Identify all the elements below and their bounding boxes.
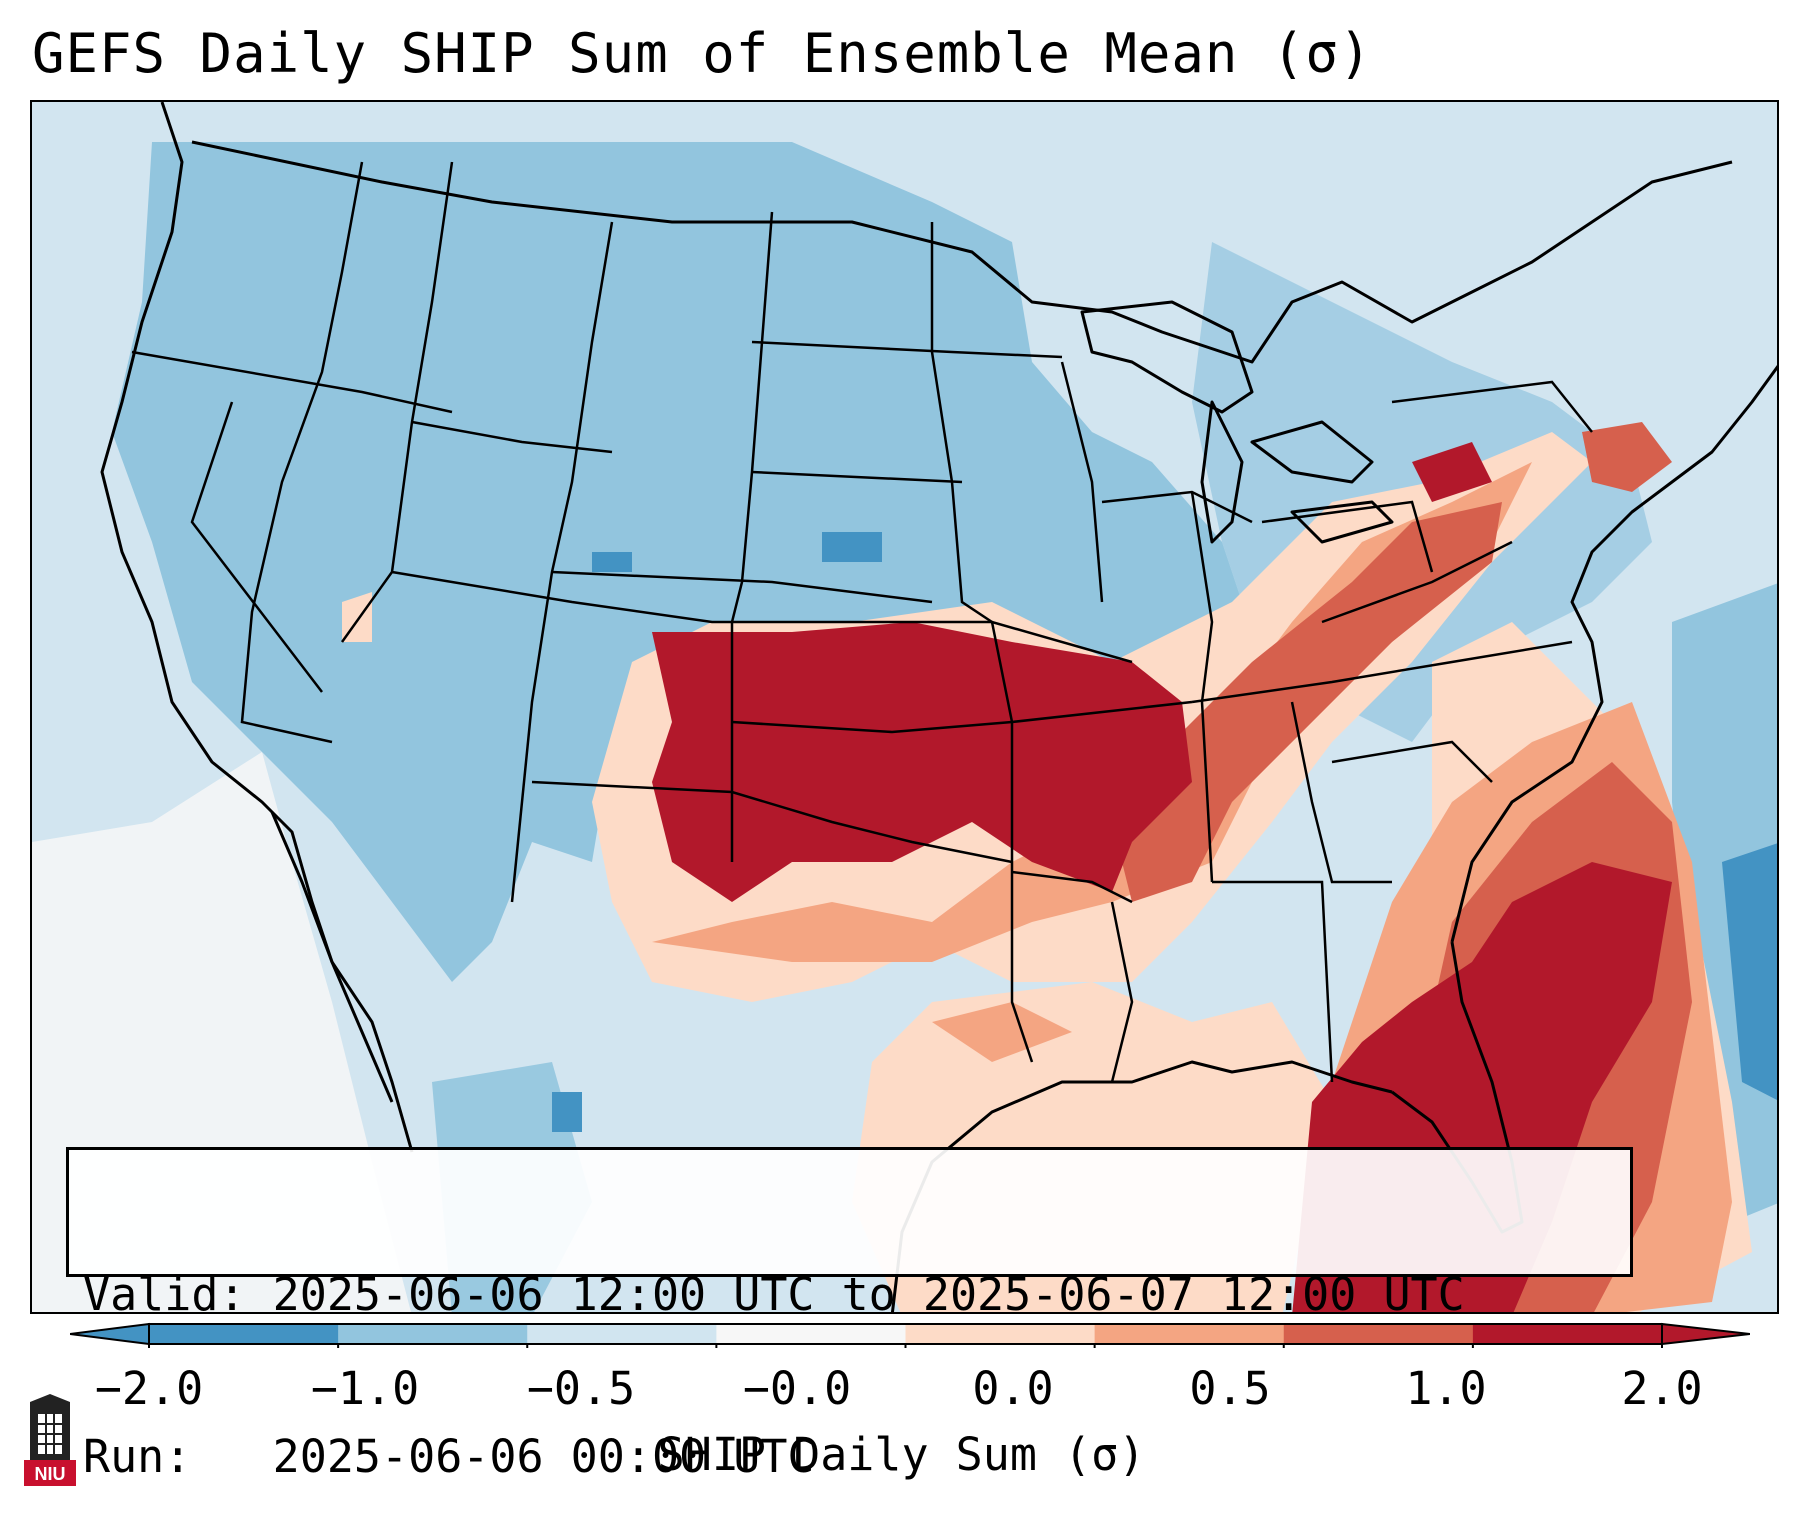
- field-minus-2-atlantic: [1722, 843, 1777, 1100]
- run-label: Run:: [83, 1430, 192, 1483]
- map-canvas: [32, 102, 1777, 1312]
- colorbar-segment: [527, 1324, 717, 1344]
- field-minus-2-mexico: [552, 1092, 582, 1132]
- colorbar-segment: [905, 1324, 1096, 1344]
- field-above-2-plains: [652, 622, 1192, 902]
- colorbar-segment: [149, 1324, 339, 1344]
- colorbar-segment: [716, 1324, 906, 1344]
- run-value: 2025-06-06 00:00 UTC: [272, 1430, 815, 1483]
- field-1-to-2: [1112, 502, 1502, 902]
- field-1-to-2-new-england: [1582, 422, 1672, 492]
- field-minus-2-colorado: [592, 552, 632, 572]
- tick-label: −2.0: [94, 1362, 204, 1415]
- valid-label: Valid:: [83, 1268, 246, 1321]
- chart-title: GEFS Daily SHIP Sum of Ensemble Mean (σ): [32, 22, 1373, 85]
- colorbar-segments: [70, 1322, 1750, 1348]
- colorbar-segment: [1472, 1324, 1663, 1344]
- state-lines: [131, 161, 1593, 1083]
- tick-label: 0.5: [1189, 1362, 1271, 1415]
- tick-label: −0.5: [526, 1362, 636, 1415]
- niu-logo-text: NIU: [35, 1464, 66, 1484]
- tick-label: −0.0: [742, 1362, 852, 1415]
- colorbar-label: SHIP Daily Sum (σ): [657, 1428, 1146, 1481]
- borders: [100, 102, 1777, 1312]
- run-line: Run: 2025-06-06 00:00 UTC: [83, 1430, 1616, 1484]
- field-0.5-to-1-gulf: [932, 1002, 1072, 1062]
- colorbar-segment: [1094, 1324, 1285, 1344]
- tick-label: 1.0: [1405, 1362, 1487, 1415]
- tick-label: −1.0: [310, 1362, 420, 1415]
- colorbar-extend-max: [1661, 1322, 1750, 1346]
- niu-logo: NIU: [24, 1394, 76, 1486]
- tick-label: 2.0: [1621, 1362, 1703, 1415]
- field-minus-2-nebraska: [822, 532, 882, 562]
- niu-logo-badge: [24, 1460, 76, 1486]
- valid-run-box: Valid: 2025-06-06 12:00 UTC to 2025-06-0…: [66, 1147, 1633, 1483]
- map-panel: [30, 100, 1779, 1314]
- tick-label: 0.0: [972, 1362, 1054, 1415]
- colorbar-segment: [1283, 1324, 1474, 1344]
- field-above-2-new-york: [1412, 442, 1492, 502]
- colorbar-segment: [338, 1324, 528, 1344]
- colorbar-extend-min: [70, 1322, 150, 1346]
- valid-line: Valid: 2025-06-06 12:00 UTC to 2025-06-0…: [83, 1268, 1616, 1322]
- valid-value: 2025-06-06 12:00 UTC to 2025-06-07 12:00…: [272, 1268, 1465, 1321]
- colorbar: [70, 1322, 1750, 1348]
